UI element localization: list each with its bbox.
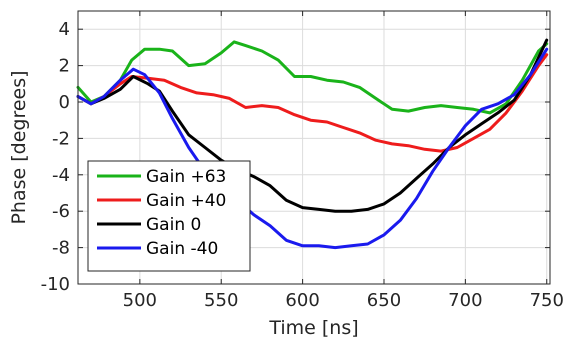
y-axis-label: Phase [degrees] <box>8 70 30 224</box>
legend-label: Gain +63 <box>146 167 226 187</box>
x-tick-labels: 500 550 600 650 700 750 <box>123 290 564 311</box>
series-line-4 <box>76 47 549 250</box>
legend: Gain +63 Gain +40 Gain 0 Gain -40 <box>87 160 251 272</box>
y-tick-labels: -10 -8 -6 -4 -2 0 2 4 <box>41 19 70 295</box>
series-line-3 <box>76 38 549 213</box>
legend-box <box>87 160 251 272</box>
y-tick-label: 2 <box>59 56 70 77</box>
series-line-1 <box>76 40 549 115</box>
legend-label: Gain -40 <box>146 239 218 259</box>
y-tick-label: 4 <box>59 19 70 40</box>
x-tick-label: 600 <box>285 290 319 311</box>
axis-ticks <box>78 11 550 285</box>
x-tick-label: 500 <box>123 290 157 311</box>
plot-frame <box>77 10 551 285</box>
series-layer <box>76 38 549 250</box>
y-tick-label: -4 <box>52 165 70 186</box>
y-tick-label: -10 <box>41 274 70 295</box>
x-axis-label: Time [ns] <box>268 317 358 339</box>
y-tick-label: 0 <box>59 92 70 113</box>
x-tick-label: 700 <box>448 290 482 311</box>
y-tick-label: -2 <box>52 128 70 149</box>
x-tick-label: 650 <box>367 290 401 311</box>
y-tick-label: -6 <box>52 201 70 222</box>
x-tick-label: 750 <box>530 290 564 311</box>
legend-label: Gain 0 <box>146 215 201 235</box>
legend-label: Gain +40 <box>146 191 226 211</box>
y-tick-label: -8 <box>52 238 70 259</box>
x-tick-label: 550 <box>204 290 238 311</box>
